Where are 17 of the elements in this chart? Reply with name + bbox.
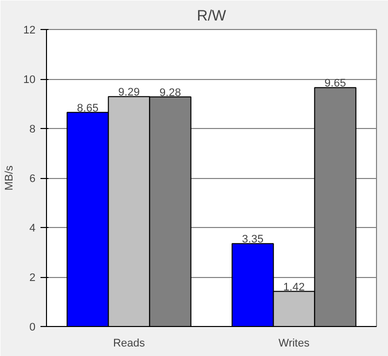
chart-title: R/W [196,8,227,24]
y-axis-title: MB/s [3,164,16,191]
data-label: 9.65 [324,78,346,90]
data-label: 3.35 [242,234,264,246]
y-tick-label: 12 [23,24,36,36]
y-tick-label: 0 [29,322,36,334]
data-label: 8.65 [77,102,98,114]
y-tick-label: 2 [29,272,36,284]
y-tick-label: 6 [29,173,36,185]
y-tick-label: 8 [29,124,36,136]
x-tick-label: Reads [113,338,146,350]
y-tick-label: 10 [23,74,36,86]
data-label: 1.42 [283,281,305,294]
data-label: 9.29 [118,86,140,99]
x-tick-label: Writes [278,338,310,350]
y-tick-label: 4 [29,222,36,234]
data-label: 9.28 [160,86,181,99]
